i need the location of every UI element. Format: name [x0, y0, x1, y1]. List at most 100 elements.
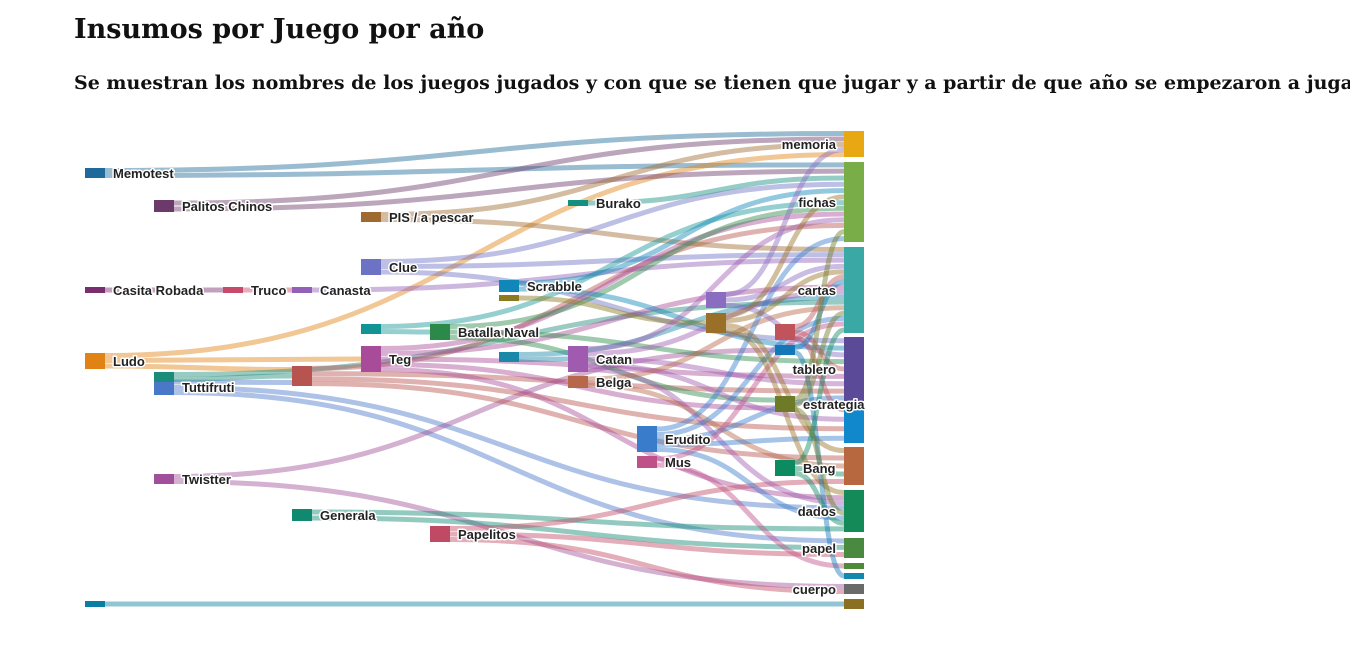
sankey-link-n_unl_b-n_unl_c	[173, 373, 293, 382]
sankey-link-Scrabble-fichas	[518, 188, 845, 286]
sankey-node-dados	[844, 490, 864, 532]
sankey-link-Generala-dados	[311, 509, 845, 532]
sankey-label-memoria: memoria	[782, 137, 837, 152]
sankey-label-Teg: Teg	[389, 352, 411, 367]
sankey-label-PISapescar: PIS / a pescar	[389, 210, 474, 225]
sankey-label-Memotest: Memotest	[113, 166, 174, 181]
sankey-link-n_unl_h-n_unl_l	[725, 323, 845, 454]
sankey-node-Mus	[637, 456, 657, 468]
sankey-node-Memotest	[85, 168, 105, 178]
sankey-link-n_unl_g-memoria	[725, 147, 845, 297]
sankey-label-Generala: Generala	[320, 508, 376, 523]
sankey-node-Burako	[568, 200, 588, 206]
sankey-node-CasitaRobada	[85, 287, 105, 293]
sankey-link-Erudito-tablero	[656, 395, 845, 442]
sankey-label-BatallaNaval: Batalla Naval	[458, 325, 539, 340]
sankey-node-n_unl_m	[844, 563, 864, 569]
sankey-link-Clue-fichas	[380, 181, 845, 264]
sankey-link-n_unl_j-cartas	[794, 279, 845, 350]
sankey-link-Generala-papel	[311, 515, 845, 550]
sankey-link-PalitosChinos-memoria	[173, 136, 845, 206]
sankey-link-Tuttifruti-dados	[173, 385, 845, 511]
sankey-link-Clue-tablero	[380, 269, 845, 344]
sankey-node-n_unl_c	[292, 366, 312, 386]
sankey-node-Canasta	[292, 287, 312, 293]
sankey-link-Ludo-memoria	[104, 152, 845, 358]
sankey-link-n_unl_d-fichas	[380, 200, 845, 329]
sankey-link-Catan-tablero	[587, 356, 845, 387]
sankey-link-Papelitos-papel	[449, 531, 845, 557]
sankey-node-cuerpo	[844, 584, 864, 594]
sankey-node-Scrabble	[499, 280, 519, 292]
sankey-label-Mus: Mus	[665, 455, 691, 470]
sankey-label-estrategia: estrategia	[803, 397, 865, 412]
sankey-link-n_unl_j-n_unl_n	[793, 350, 846, 579]
sankey-label-Tuttifruti: Tuttifruti	[182, 380, 234, 395]
sankey-label-Twistter: Twistter	[182, 472, 231, 487]
sankey-link-BatallaNaval-tablero	[449, 329, 845, 365]
sankey-label-fichas: fichas	[798, 195, 836, 210]
sankey-node-PalitosChinos	[154, 200, 174, 212]
sankey-link-Clue-cartas	[380, 252, 845, 269]
sankey-link-n_unl_c-n_unl_k	[311, 376, 845, 432]
sankey-label-Erudito: Erudito	[665, 432, 711, 447]
sankey-node-BatallaNaval	[430, 324, 450, 340]
sankey-labels: Memotest Casita Robada Ludo Palitos Chinos T…	[112, 136, 867, 599]
sankey-node-Truco	[223, 287, 243, 293]
sankey-link-Teg-tablero	[380, 356, 845, 379]
sankey-link-estrategia-fichas	[794, 229, 845, 402]
sankey-node-n_unl_i	[775, 324, 795, 340]
sankey-link-Tuttifruti-papel	[173, 390, 845, 544]
sankey-link-n_unl_e-Catan	[518, 356, 569, 362]
sankey-link-n_unl_i-cartas	[794, 274, 845, 329]
sankey-label-Catan: Catan	[596, 352, 632, 367]
sankey-link-Erudito-fichas	[656, 236, 845, 432]
sankey-link-n_unl_h-fichas	[725, 194, 845, 318]
sankey-label-Truco: Truco	[251, 283, 286, 298]
sankey-node-PISapescar	[361, 212, 381, 222]
sankey-node-papel	[844, 538, 864, 558]
sankey-link-Catan-n_unl_k	[587, 362, 845, 422]
sankey-label-tablero: tablero	[793, 362, 836, 377]
sankey-link-Catan-fichas	[587, 217, 845, 351]
sankey-link-n_unl_i-tablero	[794, 329, 845, 372]
sankey-link-PISapescar-cartas	[380, 217, 845, 253]
sankey-label-Ludo: Ludo	[113, 354, 145, 369]
sankey-node-Ludo	[85, 353, 105, 369]
sankey-node-Erudito	[637, 426, 657, 452]
sankey-link-n_unl_c-fichas	[311, 222, 845, 371]
sankey-link-Bang-cartas	[794, 327, 845, 466]
sankey-node-n_unl_k	[844, 405, 864, 443]
sankey-link-Erudito-cartas	[656, 315, 845, 437]
sankey-link-Erudito-n_unl_k	[656, 435, 845, 447]
sankey-link-Bang-dados	[794, 471, 845, 526]
sankey-link-Mus-n_unl_m	[656, 462, 845, 569]
sankey-link-Ludo-n_unl_c	[104, 363, 293, 373]
sankey-node-n_unl_o	[844, 599, 864, 609]
sankey-label-Burako: Burako	[596, 196, 641, 211]
sankey-link-Teg-dados	[380, 367, 845, 501]
sankey-node-n_unl_l	[844, 447, 864, 485]
sankey-link-Papelitos-cuerpo	[449, 537, 845, 594]
sankey-link-Memotest-memoria	[104, 131, 845, 173]
sankey-link-estrategia-dados	[794, 407, 845, 516]
sankey-node-Bang	[775, 460, 795, 476]
sankey-link-Canasta-cartas	[311, 257, 845, 293]
sankey-label-PalitosChinos: Palitos Chinos	[182, 199, 272, 214]
sankey-node-n_unl_j	[775, 345, 795, 355]
sankey-link-Erudito-dados	[656, 447, 845, 521]
sankey-node-n_unl_d	[361, 324, 381, 334]
sankey-node-estrategia	[775, 396, 795, 412]
sankey-node-n_unl_b	[154, 372, 174, 382]
sankey-link-PalitosChinos-fichas	[173, 168, 845, 212]
sankey-label-cuerpo: cuerpo	[793, 582, 836, 597]
sankey-node-Twistter	[154, 474, 174, 484]
sankey-link-Memotest-fichas	[104, 162, 845, 178]
sankey-link-Teg-fichas	[380, 211, 845, 351]
sankey-node-n_unl_n	[844, 573, 864, 579]
sankey-node-tablero	[844, 337, 864, 401]
sankey-link-Twistter-n_unl_j	[173, 347, 776, 479]
sankey-label-dados: dados	[798, 504, 836, 519]
chart-subtitle: Se muestran los nombres de los juegos ju…	[74, 72, 1350, 94]
